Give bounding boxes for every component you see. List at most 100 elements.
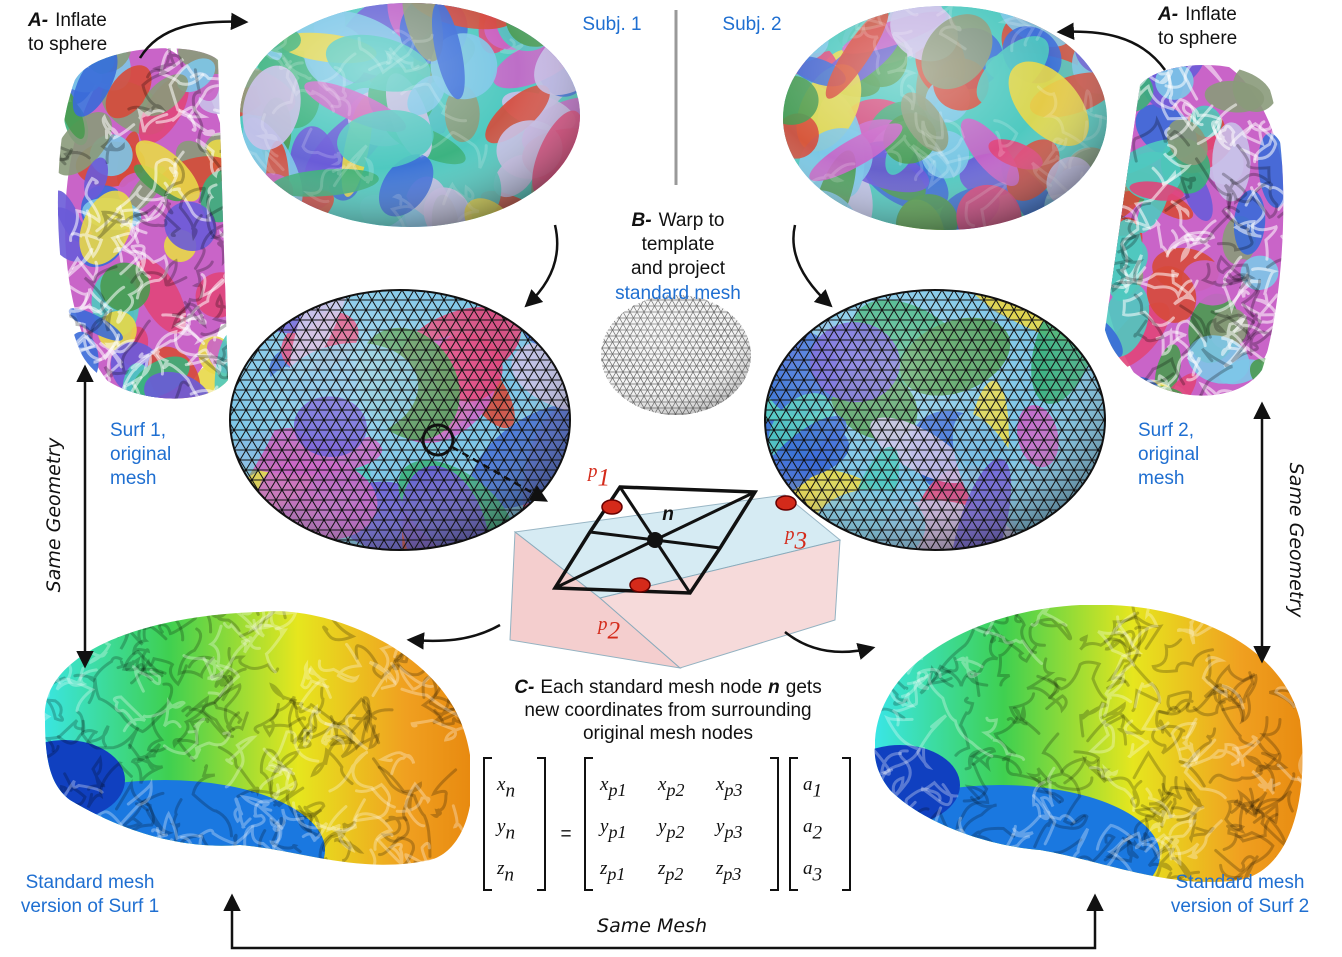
label: Same Geometry xyxy=(1285,463,1307,618)
gyrus xyxy=(900,667,942,698)
gyrus xyxy=(98,341,124,382)
text-span: original xyxy=(1138,444,1199,465)
gyrus xyxy=(161,157,185,215)
gyrus xyxy=(191,68,224,173)
patch xyxy=(164,201,217,252)
gyrus xyxy=(269,763,305,808)
gyrus xyxy=(1133,681,1170,732)
gyrus xyxy=(210,670,235,702)
patch xyxy=(57,112,112,176)
gyrus xyxy=(95,204,140,245)
label: xp2 xyxy=(657,774,684,800)
gyrus xyxy=(321,820,357,852)
gyrus xyxy=(207,624,241,698)
gyrus xyxy=(103,319,151,378)
text-span: x xyxy=(496,774,506,795)
gyrus xyxy=(1006,692,1036,726)
gyrus xyxy=(1145,65,1174,85)
text-span: original xyxy=(110,444,171,465)
gyrus xyxy=(211,293,228,327)
text-span: p xyxy=(783,524,795,545)
label: mesh xyxy=(110,468,156,489)
gyrus xyxy=(1164,65,1223,89)
gyrus xyxy=(247,868,268,938)
gyrus xyxy=(926,664,981,698)
gyrus xyxy=(431,611,462,643)
bracket xyxy=(483,757,492,891)
gyrus xyxy=(1142,218,1195,257)
label: p3 xyxy=(783,524,807,554)
gyrus xyxy=(240,611,266,638)
label: zp1 xyxy=(599,858,625,884)
mesh-edge xyxy=(554,538,656,590)
label: yn xyxy=(495,816,515,843)
arrow xyxy=(524,224,559,308)
text-span: a xyxy=(803,774,813,795)
gyrus xyxy=(263,702,307,738)
gyrus xyxy=(214,665,247,688)
gyrus xyxy=(1179,304,1208,357)
gyrus xyxy=(314,812,394,851)
gyrus xyxy=(1253,87,1284,164)
sphere-shade xyxy=(783,6,1107,230)
label: yp2 xyxy=(656,816,684,842)
gyrus xyxy=(978,846,1051,883)
label: Same Geometry xyxy=(43,437,65,592)
sphere-shade xyxy=(240,3,580,227)
gyrus xyxy=(292,711,317,749)
gyrus xyxy=(201,701,243,739)
gyrus xyxy=(1151,724,1186,755)
label: Surf 2, xyxy=(1138,420,1194,441)
gyrus xyxy=(101,114,136,140)
gyrus xyxy=(1178,717,1199,765)
gyrus xyxy=(87,754,106,795)
text-span: and project xyxy=(631,258,726,279)
gyrus xyxy=(1219,863,1272,883)
arrow xyxy=(792,224,833,308)
gyrus xyxy=(300,659,330,690)
label: B- Warp to xyxy=(632,210,725,231)
text-span: n xyxy=(505,822,515,843)
gyrus xyxy=(1224,207,1262,238)
gyrus xyxy=(130,656,188,687)
gyrus xyxy=(955,604,998,636)
mesh-grid xyxy=(230,290,570,550)
gyrus xyxy=(1104,714,1146,746)
gyrus xyxy=(1123,719,1150,759)
gyrus xyxy=(1145,787,1205,827)
gyrus xyxy=(906,672,994,758)
text-span: z xyxy=(599,858,608,879)
gyrus xyxy=(131,665,162,693)
gyrus xyxy=(1186,743,1240,769)
text-span: y xyxy=(495,816,506,837)
text-span: A- xyxy=(1157,4,1178,25)
gyrus xyxy=(70,176,101,236)
gyrus xyxy=(1251,769,1281,795)
gyrus xyxy=(1105,179,1129,222)
text-span: x xyxy=(657,774,667,795)
gyrus xyxy=(1132,272,1193,300)
gyrus xyxy=(897,868,954,883)
gyrus xyxy=(1221,339,1270,368)
gyrus xyxy=(1181,101,1223,146)
text-span: Inflate xyxy=(1185,4,1237,25)
gyrus xyxy=(171,300,207,330)
gyrus xyxy=(127,68,171,113)
gyrus xyxy=(1200,262,1247,287)
gyrus xyxy=(1235,181,1279,220)
gyrus xyxy=(954,656,984,679)
gyrus xyxy=(213,682,242,734)
gyrus xyxy=(1229,144,1272,185)
gyrus xyxy=(93,339,136,382)
gyrus xyxy=(219,128,228,153)
text-span: p1 xyxy=(606,822,626,842)
gyrus xyxy=(962,748,989,803)
gyrus xyxy=(57,118,74,162)
gyrus xyxy=(1230,735,1261,767)
gyrus xyxy=(297,805,323,833)
arrow xyxy=(406,623,501,650)
gyrus xyxy=(44,676,66,722)
text-span: z xyxy=(496,858,505,879)
gyrus xyxy=(378,751,416,776)
gyrus xyxy=(1088,763,1136,812)
